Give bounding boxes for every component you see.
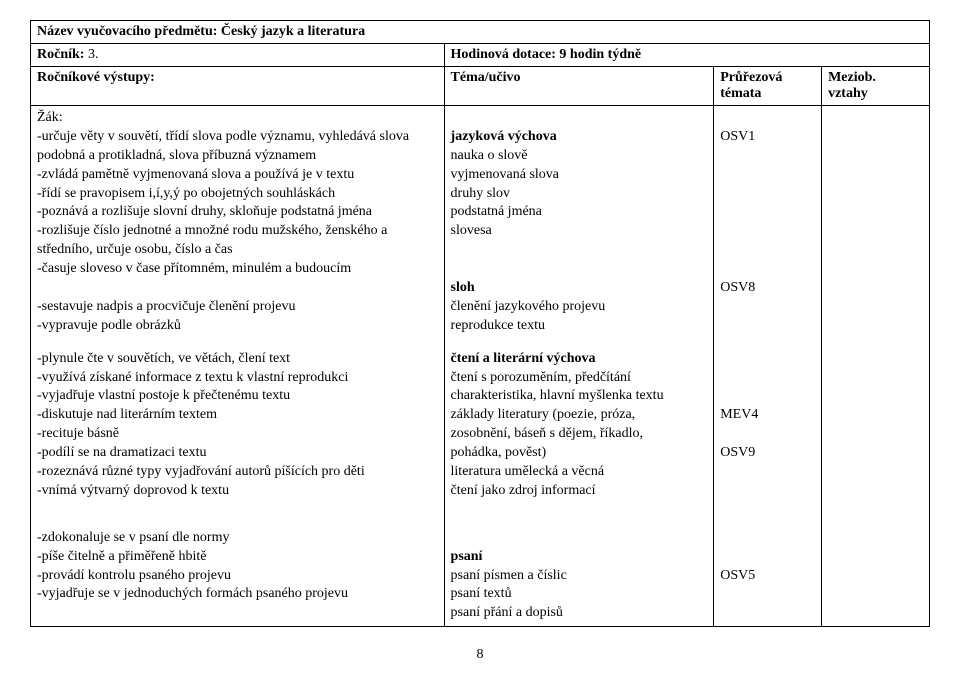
cell-topic-header: Téma/učivo <box>444 67 714 106</box>
topic-line: čtení jako zdroj informací <box>451 482 708 501</box>
topic-line: reprodukce textu <box>451 317 708 336</box>
cross-code: OSV9 <box>720 444 815 463</box>
zak-label: Žák: <box>37 109 438 128</box>
cell-cross-body: OSV1 OSV8 MEV4 OSV9 OSV5 <box>714 106 822 627</box>
outcome-line: -časuje sloveso v čase přítomném, minulé… <box>37 260 438 279</box>
cell-cross-header: Průřezová témata <box>714 67 822 106</box>
topic-label: Téma/učivo <box>451 70 521 85</box>
subject-label: Název vyučovacího předmětu: <box>37 24 217 39</box>
outcome-line: -podílí se na dramatizaci textu <box>37 444 438 463</box>
allocation-value: 9 hodin týdně <box>559 47 641 62</box>
topic-line: psaní přání a dopisů <box>451 604 708 623</box>
topic-line: podstatná jména <box>451 203 708 222</box>
outcome-line: -rozeznává různé typy vyjadřování autorů… <box>37 463 438 482</box>
rel-label-2: vztahy <box>828 86 868 101</box>
outcome-line: -plynule čte v souvětích, ve větách, čle… <box>37 350 438 369</box>
grade-label: Ročník: <box>37 47 84 62</box>
topic-heading: psaní <box>451 548 708 567</box>
topic-line: čtení s porozuměním, předčítání <box>451 369 708 388</box>
outcome-line: středního, určuje osobu, číslo a čas <box>37 241 438 260</box>
topic-line: základy literatury (poezie, próza, <box>451 406 708 425</box>
outcome-line: -sestavuje nadpis a procvičuje členění p… <box>37 298 438 317</box>
row-subject: Název vyučovacího předmětu: Český jazyk … <box>31 21 930 44</box>
allocation-label: Hodinová dotace: <box>451 47 556 62</box>
topic-line: druhy slov <box>451 185 708 204</box>
cross-label-2: témata <box>720 86 761 101</box>
cross-code: OSV1 <box>720 128 815 147</box>
cross-code: MEV4 <box>720 406 815 425</box>
outcome-line: -píše čitelně a přiměřeně hbitě <box>37 548 438 567</box>
topic-line: členění jazykového projevu <box>451 298 708 317</box>
outcome-line: -určuje věty v souvětí, třídí slova podl… <box>37 128 438 147</box>
outcome-line: -recituje básně <box>37 425 438 444</box>
outcome-line: -vypravuje podle obrázků <box>37 317 438 336</box>
row-grade: Ročník: 3. Hodinová dotace: 9 hodin týdn… <box>31 44 930 67</box>
cell-allocation: Hodinová dotace: 9 hodin týdně <box>444 44 929 67</box>
topic-line: zosobnění, báseň s dějem, říkadlo, <box>451 425 708 444</box>
outcome-line: -vyjadřuje se v jednoduchých formách psa… <box>37 585 438 604</box>
topic-heading: jazyková výchova <box>451 128 708 147</box>
topic-line: psaní písmen a číslic <box>451 567 708 586</box>
cell-rel-body <box>822 106 930 627</box>
topic-line: charakteristika, hlavní myšlenka textu <box>451 387 708 406</box>
rel-label-1: Meziob. <box>828 70 876 85</box>
page-number: 8 <box>30 647 930 663</box>
topic-line: pohádka, pověst) <box>451 444 708 463</box>
subject-value: Český jazyk a literatura <box>221 24 365 39</box>
topic-line: literatura umělecká a věcná <box>451 463 708 482</box>
outcome-line: -rozlišuje číslo jednotné a množné rodu … <box>37 222 438 241</box>
outcome-line: -zdokonaluje se v psaní dle normy <box>37 529 438 548</box>
outcome-line: -diskutuje nad literárním textem <box>37 406 438 425</box>
grade-value: 3. <box>88 47 99 62</box>
topic-line: vyjmenovaná slova <box>451 166 708 185</box>
cell-rel-header: Meziob. vztahy <box>822 67 930 106</box>
outcome-line: -vyjadřuje vlastní postoje k přečtenému … <box>37 387 438 406</box>
outcome-line: -provádí kontrolu psaného projevu <box>37 567 438 586</box>
cell-outcomes-body: Žák: -určuje věty v souvětí, třídí slova… <box>31 106 445 627</box>
row-body: Žák: -určuje věty v souvětí, třídí slova… <box>31 106 930 627</box>
cross-code: OSV8 <box>720 279 815 298</box>
cross-label-1: Průřezová <box>720 70 782 85</box>
cell-topic-body: jazyková výchova nauka o slově vyjmenova… <box>444 106 714 627</box>
cell-outcomes-header: Ročníkové výstupy: <box>31 67 445 106</box>
topic-line: psaní textů <box>451 585 708 604</box>
row-col-headers: Ročníkové výstupy: Téma/učivo Průřezová … <box>31 67 930 106</box>
cell-grade: Ročník: 3. <box>31 44 445 67</box>
outcomes-label: Ročníkové výstupy: <box>37 70 155 85</box>
topic-heading: čtení a literární výchova <box>451 350 708 369</box>
topic-heading: sloh <box>451 279 708 298</box>
outcome-line: -využívá získané informace z textu k vla… <box>37 369 438 388</box>
cross-code: OSV5 <box>720 567 815 586</box>
outcome-line: -zvládá pamětně vyjmenovaná slova a použ… <box>37 166 438 185</box>
topic-line: slovesa <box>451 222 708 241</box>
outcome-line: -vnímá výtvarný doprovod k textu <box>37 482 438 501</box>
topic-line: nauka o slově <box>451 147 708 166</box>
outcome-line: -poznává a rozlišuje slovní druhy, skloň… <box>37 203 438 222</box>
cell-subject: Název vyučovacího předmětu: Český jazyk … <box>31 21 930 44</box>
outcome-line: podobná a protikladná, slova příbuzná vý… <box>37 147 438 166</box>
curriculum-table: Název vyučovacího předmětu: Český jazyk … <box>30 20 930 627</box>
outcome-line: -řídí se pravopisem i,í,y,ý po obojetnýc… <box>37 185 438 204</box>
